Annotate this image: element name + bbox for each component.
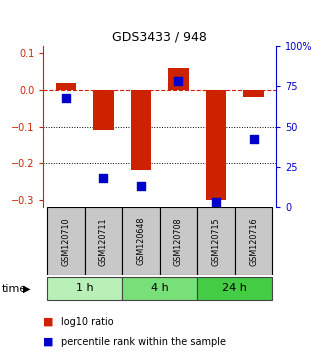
Point (251, 137, 256, 142)
Bar (56, 82, 76, 90)
Text: ■: ■ (43, 337, 54, 347)
Text: GSM120711: GSM120711 (99, 217, 108, 266)
Bar (131, 90, 151, 171)
Point (176, 79, 181, 84)
FancyBboxPatch shape (47, 277, 122, 300)
Bar (93, 90, 114, 130)
Text: percentile rank within the sample: percentile rank within the sample (61, 337, 226, 347)
Text: GSM120648: GSM120648 (136, 217, 145, 266)
Bar (206, 90, 226, 200)
Text: ■: ■ (43, 317, 54, 327)
FancyBboxPatch shape (160, 207, 197, 275)
Text: GSM120710: GSM120710 (61, 217, 70, 266)
Text: time: time (2, 284, 27, 293)
Title: GDS3433 / 948: GDS3433 / 948 (112, 30, 207, 44)
FancyBboxPatch shape (47, 207, 85, 275)
Bar (243, 90, 264, 97)
FancyBboxPatch shape (235, 207, 272, 275)
Text: GSM120716: GSM120716 (249, 217, 258, 266)
Text: 1 h: 1 h (76, 283, 93, 293)
FancyBboxPatch shape (122, 277, 197, 300)
Point (63, 95, 68, 101)
FancyBboxPatch shape (122, 207, 160, 275)
Text: ▶: ▶ (23, 284, 31, 293)
Point (101, 175, 106, 181)
Text: 4 h: 4 h (151, 283, 169, 293)
Bar (168, 68, 189, 90)
Point (213, 199, 219, 205)
Text: GSM120708: GSM120708 (174, 217, 183, 266)
Text: log10 ratio: log10 ratio (61, 317, 114, 327)
FancyBboxPatch shape (197, 277, 272, 300)
FancyBboxPatch shape (85, 207, 122, 275)
FancyBboxPatch shape (197, 207, 235, 275)
Text: 24 h: 24 h (222, 283, 247, 293)
Text: GSM120715: GSM120715 (212, 217, 221, 266)
Point (138, 183, 143, 189)
